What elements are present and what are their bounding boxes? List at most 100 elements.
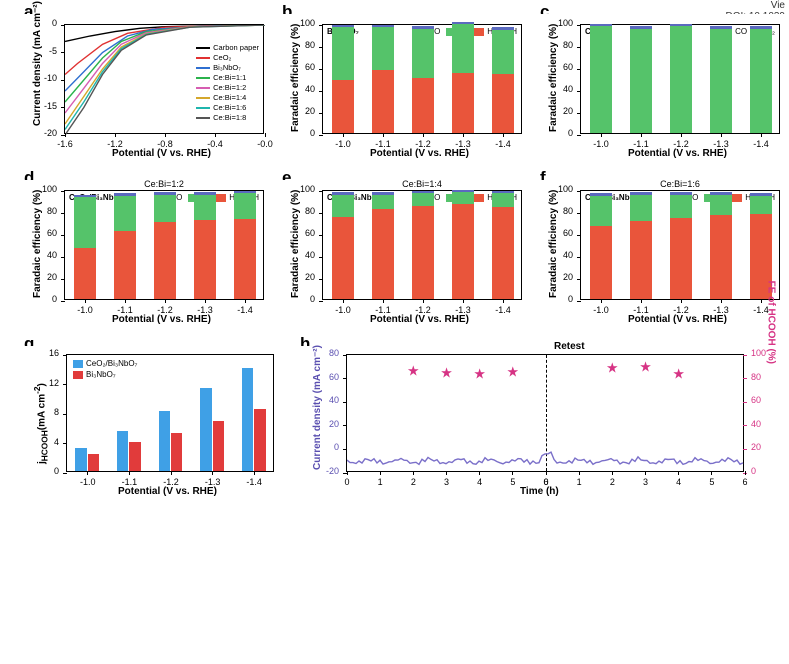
bar-segment-h2 xyxy=(492,193,514,206)
stacked-bar xyxy=(114,193,136,299)
stacked-bar xyxy=(332,25,354,133)
fe-star: ★ xyxy=(407,362,420,379)
panel-subtitle: Ce:Bi=1:2 xyxy=(144,179,184,189)
stacked-bar xyxy=(710,26,732,133)
bar-segment-co xyxy=(372,192,394,194)
bar-segment-co xyxy=(332,25,354,27)
plot-a: Carbon paperCeO₂Bi₃NbO₇Ce:Bi=1:1Ce:Bi=1:… xyxy=(64,24,264,134)
bar-segment-co xyxy=(194,192,216,194)
legend-item: Ce:Bi=1:4 xyxy=(196,93,246,102)
bar-segment-h2 xyxy=(234,193,256,218)
legend-item: Ce:Bi=1:6 xyxy=(196,103,246,112)
grouped-bar xyxy=(88,454,99,471)
bar-segment-h2 xyxy=(670,195,692,218)
stacked-bar xyxy=(630,26,652,133)
plot-h: Retest -20020406080020406080100012345601… xyxy=(346,354,744,472)
bar-segment-h2 xyxy=(194,195,216,220)
bar-segment-h2 xyxy=(412,29,434,79)
ylabel-h: Current density (mA cm⁻²) xyxy=(312,345,323,470)
xlabel-g: Potential (V vs. RHE) xyxy=(118,486,217,497)
stacked-bar xyxy=(590,193,612,299)
y2label-h: FE of HCOOH (%) xyxy=(765,281,776,364)
bar-segment-h2 xyxy=(452,192,474,204)
fe-star: ★ xyxy=(639,359,652,376)
fe-star: ★ xyxy=(440,365,453,382)
plot-d: Ce:Bi=1:2CeO₂/Bi₃NbO₇COH₂HCOOH0204060801… xyxy=(64,190,264,300)
legend-item: Bi₃NbO₇ xyxy=(73,370,116,379)
grouped-bar xyxy=(213,421,224,471)
bar-segment-co xyxy=(630,26,652,28)
bar-segment-h2 xyxy=(710,195,732,216)
ylabel-a: Current density (mA cm⁻²) xyxy=(32,1,43,126)
bar-segment-h2 xyxy=(630,29,652,134)
stacked-bar xyxy=(452,22,474,133)
bar-segment-h2 xyxy=(332,27,354,80)
grouped-bar xyxy=(159,411,170,471)
fe-star: ★ xyxy=(507,363,520,380)
ylabel-d: Faradaic efficiency (%) xyxy=(32,190,43,298)
bar-segment-hcooh xyxy=(114,231,136,299)
bar-segment-h2 xyxy=(412,193,434,205)
fe-star: ★ xyxy=(672,366,685,383)
panel-subtitle: Ce:Bi=1:4 xyxy=(402,179,442,189)
bar-segment-h2 xyxy=(750,29,772,134)
stacked-bar xyxy=(412,191,434,299)
bar-segment-hcooh xyxy=(492,74,514,133)
bar-segment-co xyxy=(710,26,732,28)
legend-item: CeO₂ xyxy=(196,53,231,62)
panel-f: Ce:Bi=1:6CeO₂/Bi₃NbO₇COH₂HCOOH0204060801… xyxy=(538,180,788,330)
bar-segment-hcooh xyxy=(154,222,176,299)
bar-segment-hcooh xyxy=(452,73,474,134)
xlabel-d: Potential (V vs. RHE) xyxy=(112,314,211,325)
bar-segment-h2 xyxy=(114,196,136,231)
ylabel-g: jHCOOH(mA cm-2) xyxy=(32,383,49,464)
xlabel-c: Potential (V vs. RHE) xyxy=(628,148,727,159)
ylabel-e: Faradaic efficiency (%) xyxy=(290,190,301,298)
bar-segment-h2 xyxy=(154,195,176,223)
panel-d: Ce:Bi=1:2CeO₂/Bi₃NbO₇COH₂HCOOH0204060801… xyxy=(22,180,272,330)
stacked-bar xyxy=(630,192,652,299)
panel-h: Retest -20020406080020406080100012345601… xyxy=(300,346,786,506)
bar-segment-hcooh xyxy=(630,221,652,299)
panel-subtitle: Ce:Bi=1:6 xyxy=(660,179,700,189)
bar-segment-co xyxy=(332,192,354,194)
bar-segment-hcooh xyxy=(412,206,434,300)
bar-segment-h2 xyxy=(590,196,612,227)
panel-b: Bi₃NbO₇COH₂HCOOH020406080100-1.0-1.1-1.2… xyxy=(280,14,530,164)
stacked-bar xyxy=(492,191,514,299)
legend-item: Carbon paper xyxy=(196,43,259,52)
plot-g: CeO₂/Bi₃NbO₇Bi₃NbO₇ 0481216-1.0-1.1-1.2-… xyxy=(66,354,274,472)
stacked-bar xyxy=(452,190,474,299)
fe-star: ★ xyxy=(606,360,619,377)
bar-segment-h2 xyxy=(630,195,652,221)
grouped-bar xyxy=(254,409,265,471)
legend-g: CeO₂/Bi₃NbO₇ Bi₃NbO₇ xyxy=(73,359,137,379)
stacked-bar xyxy=(750,26,772,133)
legend-item: CeO₂/Bi₃NbO₇ xyxy=(73,359,137,368)
bar-segment-hcooh xyxy=(194,220,216,299)
grouped-bar xyxy=(75,448,86,471)
bar-segment-hcooh xyxy=(452,204,474,299)
bar-segment-h2 xyxy=(372,195,394,209)
xlabel-f: Potential (V vs. RHE) xyxy=(628,314,727,325)
bar-segment-co xyxy=(750,193,772,195)
bar-segment-co xyxy=(114,193,136,195)
grouped-bar xyxy=(117,431,128,471)
current-trace xyxy=(347,452,743,464)
bar-segment-co xyxy=(412,26,434,28)
bar-segment-h2 xyxy=(492,30,514,74)
stacked-bar xyxy=(710,192,732,299)
bar-segment-co xyxy=(74,195,96,197)
bar-segment-hcooh xyxy=(332,217,354,300)
stacked-bar xyxy=(332,192,354,299)
stacked-bar xyxy=(154,192,176,299)
bar-segment-h2 xyxy=(590,26,612,133)
bar-segment-h2 xyxy=(750,196,772,215)
grouped-bar xyxy=(129,442,140,472)
plot-c: CeO₂COH₂020406080100-1.0-1.1-1.2-1.3-1.4 xyxy=(580,24,780,134)
stacked-bar xyxy=(372,25,394,133)
bar-segment-h2 xyxy=(710,29,732,134)
bar-segment-co xyxy=(412,191,434,193)
ylabel-f: Faradaic efficiency (%) xyxy=(548,190,559,298)
grouped-bar xyxy=(171,433,182,471)
